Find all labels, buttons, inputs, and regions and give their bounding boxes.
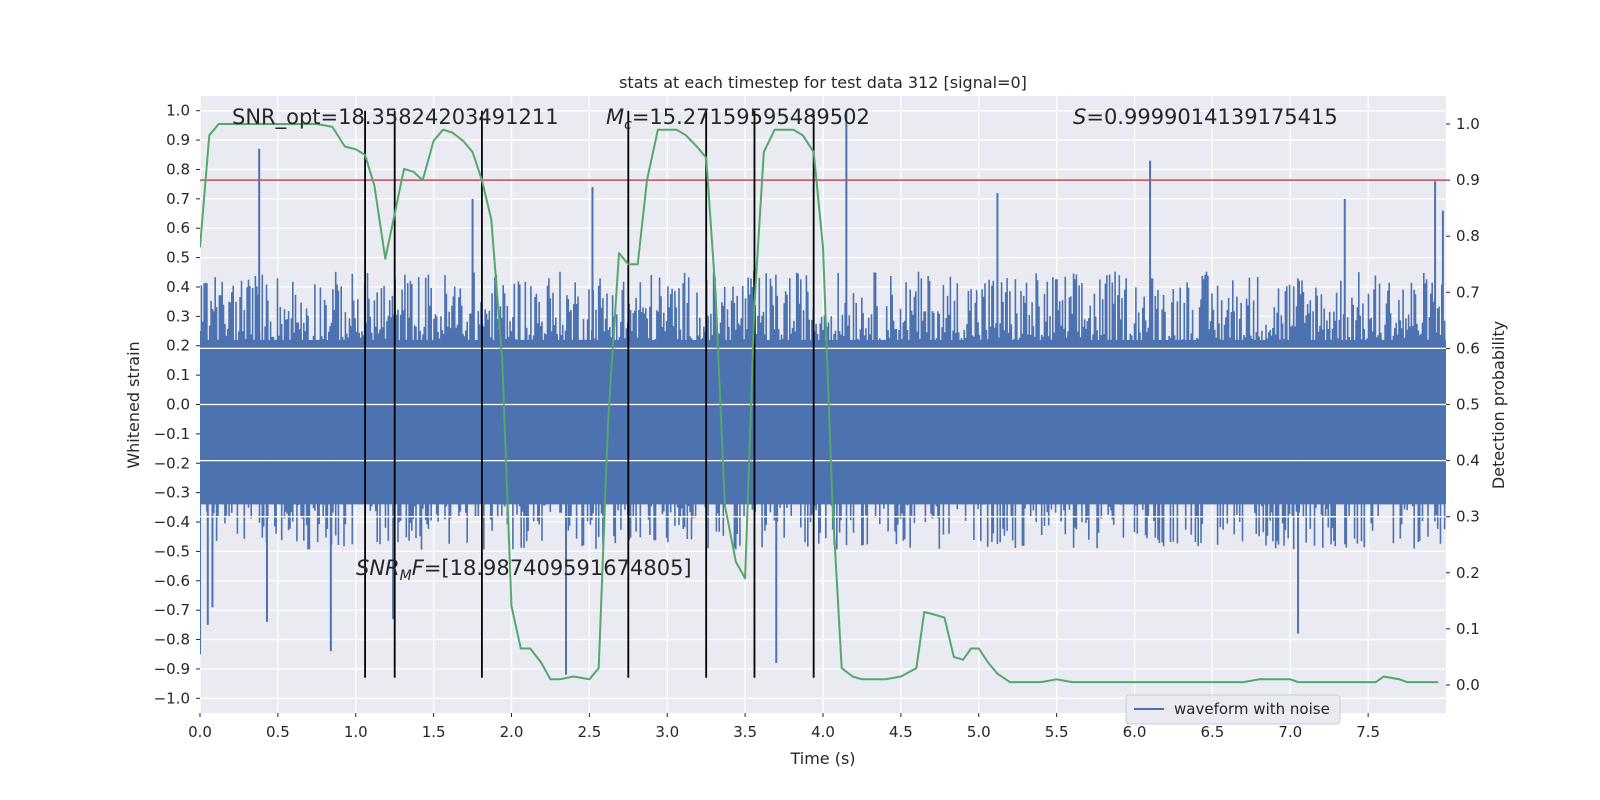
legend-label: waveform with noise — [1174, 700, 1330, 718]
left-y-tick-label: 0.1 — [166, 366, 190, 384]
x-axis-label: Time (s) — [789, 749, 855, 768]
x-tick-label: 5.0 — [967, 723, 991, 741]
chart-title: stats at each timestep for test data 312… — [619, 73, 1027, 92]
left-y-tick-label: −0.3 — [154, 484, 190, 502]
left-y-tick-label: −0.2 — [154, 454, 190, 472]
x-tick-label: 5.5 — [1045, 723, 1069, 741]
left-y-tick-label: 0.0 — [166, 396, 190, 414]
left-y-tick-label: −0.8 — [154, 631, 190, 649]
snr-mf-subscript: M — [400, 568, 412, 584]
snr-mf-annotation: SNRMF=[18.987409591674805] — [356, 556, 692, 584]
x-tick-label: 7.5 — [1356, 723, 1380, 741]
right-y-tick-label: 0.4 — [1456, 452, 1480, 470]
x-tick-label: 6.0 — [1123, 723, 1147, 741]
legend: waveform with noise — [1125, 694, 1341, 725]
right-y-tick-label: 0.1 — [1456, 620, 1480, 638]
x-tick-label: 1.0 — [344, 723, 368, 741]
x-tick-label: 2.5 — [577, 723, 601, 741]
left-y-axis-label: Whitened strain — [124, 341, 143, 468]
x-tick-label: 0.5 — [266, 723, 290, 741]
right-y-tick-label: 0.8 — [1456, 227, 1480, 245]
snr-mf-value: =[18.987409591674805] — [424, 556, 692, 580]
right-y-axis-label: Detection probability — [1489, 321, 1508, 489]
left-y-tick-label: 0.9 — [166, 131, 190, 149]
right-y-tick-label: 0.9 — [1456, 171, 1480, 189]
right-y-tick-label: 0.7 — [1456, 283, 1480, 301]
x-tick-labels: 0.0 0.5 1.0 1.5 2.0 2.5 3.0 3.5 4.0 4.5 5.0 5.5 6.0 6… — [188, 713, 1380, 741]
left-y-tick-label: −0.7 — [154, 601, 190, 619]
left-y-tick-label: 0.8 — [166, 160, 190, 178]
vertical-markers — [364, 110, 815, 678]
s-symbol: S — [1073, 105, 1086, 129]
chirp-mass-subscript: c — [624, 117, 632, 133]
x-tick-label: 3.5 — [733, 723, 757, 741]
left-y-tick-label: 0.3 — [166, 307, 190, 325]
left-y-tick-label: 0.4 — [166, 278, 190, 296]
left-y-tick-label: −0.1 — [154, 425, 190, 443]
right-y-tick-label: 0.5 — [1456, 396, 1480, 414]
snr-opt-annotation: SNR_opt=18.35824203491211 — [232, 105, 559, 130]
right-y-tick-label: 0.6 — [1456, 339, 1480, 357]
x-tick-label: 1.5 — [422, 723, 446, 741]
x-tick-label: 6.5 — [1200, 723, 1224, 741]
snr-mf-mid: F — [412, 556, 425, 580]
left-y-tick-label: −0.6 — [154, 572, 190, 590]
right-y-tick-label: 0.2 — [1456, 564, 1480, 582]
legend-box — [1125, 694, 1341, 725]
probability-series-group — [200, 123, 1439, 684]
x-tick-label: 2.0 — [500, 723, 524, 741]
left-y-tick-label: 0.5 — [166, 249, 190, 267]
right-y-tick-label: 0.3 — [1456, 508, 1480, 526]
strain-series — [200, 110, 1446, 675]
right-y-tick-label: 1.0 — [1456, 115, 1480, 133]
left-y-tick-labels: −1.0 −0.9 −0.8 −0.7 −0.6 −0.5 −0.4 −0.3 −0.2 −0.1… — [154, 102, 200, 707]
chirp-mass-annotation: Mc=15.27159595489502 — [606, 105, 870, 133]
s-annotation: S=0.9999014139175415 — [1073, 105, 1338, 129]
x-tick-label: 0.0 — [188, 723, 212, 741]
probability-curve — [200, 123, 1439, 684]
left-y-tick-label: −0.5 — [154, 542, 190, 560]
snr-mf-symbol: SNR — [356, 556, 400, 580]
x-tick-label: 7.0 — [1278, 723, 1302, 741]
s-value: =0.9999014139175415 — [1086, 105, 1337, 129]
right-y-tick-label: 0.0 — [1456, 676, 1480, 694]
left-y-tick-label: 0.6 — [166, 219, 190, 237]
x-tick-label: 3.0 — [655, 723, 679, 741]
left-y-tick-label: −1.0 — [154, 689, 190, 707]
left-y-tick-label: 1.0 — [166, 102, 190, 120]
strain-dense-band — [200, 339, 1446, 505]
x-tick-label: 4.5 — [889, 723, 913, 741]
left-y-tick-label: −0.4 — [154, 513, 190, 531]
left-y-tick-label: 0.2 — [166, 337, 190, 355]
chirp-mass-value: =15.27159595489502 — [632, 105, 870, 129]
left-y-tick-label: −0.9 — [154, 660, 190, 678]
chirp-mass-symbol: M — [606, 105, 624, 129]
right-axis-gridlines — [200, 347, 1446, 518]
left-y-tick-label: 0.7 — [166, 190, 190, 208]
right-y-tick-labels: 0.0 0.1 0.2 0.3 0.4 0.5 0.6 0.7 0.8 0.9 1.0 — [1446, 115, 1480, 694]
x-tick-label: 4.0 — [811, 723, 835, 741]
